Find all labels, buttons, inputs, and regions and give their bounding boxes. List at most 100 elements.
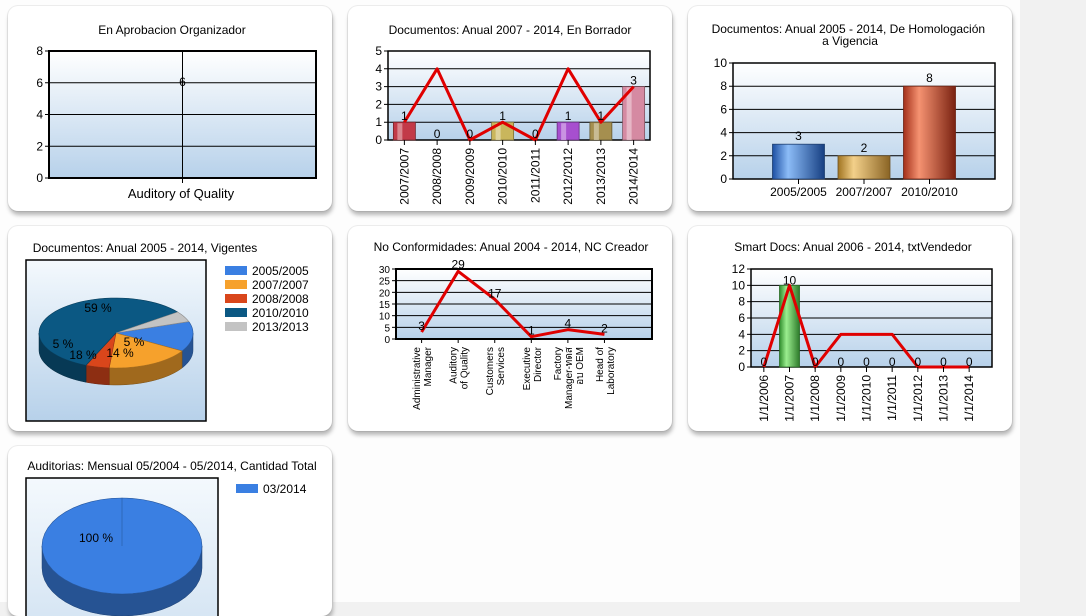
- chart-title: Documentos: Anual 2005 - 2014, Vigentes: [33, 241, 258, 255]
- data-label: 1: [528, 324, 535, 338]
- x-tick-label: AdministrativeManager: [412, 346, 434, 409]
- x-tick-label: 1/1/2008: [808, 375, 822, 422]
- bar: [392, 121, 416, 141]
- bar: [772, 143, 825, 180]
- data-label: 0: [966, 355, 973, 369]
- data-label: 6: [179, 75, 186, 89]
- bar: [837, 155, 891, 180]
- y-tick-label: 10: [714, 56, 728, 70]
- slice-label: 5 %: [53, 337, 74, 351]
- y-tick-label: 25: [379, 277, 391, 288]
- x-tick-label: 2014/2014: [627, 148, 641, 205]
- x-tick-label: 1/1/2013: [937, 375, 951, 422]
- chart-panel-vigentes: Documentos: Anual 2005 - 2014, Vigentes …: [8, 226, 332, 431]
- plot-area: [387, 50, 651, 141]
- pie-slice: [41, 497, 203, 595]
- x-tick-label: 1/1/2014: [962, 375, 976, 422]
- y-tick-label: 10: [379, 312, 391, 323]
- data-label: 0: [837, 355, 844, 369]
- chart-smart-docs: Smart Docs: Anual 2006 - 2014, txtVended…: [732, 240, 993, 422]
- data-label: 0: [914, 355, 921, 369]
- data-label: 1: [499, 109, 506, 123]
- series-line: [420, 269, 605, 339]
- x-tick-label: FactoryManager-ทดสอบ OEM: [553, 347, 586, 409]
- x-tick-label: 2010/2010: [496, 148, 510, 205]
- pie-slice-side: [85, 364, 110, 386]
- x-tick-label: CustomersServices: [485, 347, 507, 395]
- data-label: 2: [861, 141, 868, 155]
- pie-slice: [108, 332, 183, 369]
- y-tick-label: 5: [384, 323, 390, 334]
- chart-en-aprobacion: En Aprobacion Organizador 0 2 4 6 8 6 Audito…: [36, 23, 317, 201]
- chart-title: Smart Docs: Anual 2006 - 2014, txtVended…: [734, 240, 971, 254]
- x-tick-label: Head ofLaboratory: [595, 347, 617, 395]
- bar: [556, 121, 580, 141]
- bar-highlight: [495, 123, 501, 140]
- data-label: 2: [601, 321, 608, 335]
- chart-title: En Aprobacion Organizador: [98, 23, 245, 37]
- data-label: 8: [926, 71, 933, 85]
- chart-panel-no-conformidades: No Conformidades: Anual 2004 - 2014, NC …: [348, 226, 672, 431]
- data-label: 17: [488, 286, 502, 300]
- chart-en-borrador: Documentos: Anual 2007 - 2014, En Borrad…: [375, 23, 651, 205]
- y-tick-label: 5: [375, 44, 382, 58]
- y-tick-label: 15: [379, 300, 391, 311]
- slice-label: 100 %: [79, 531, 113, 545]
- legend-swatch: [225, 266, 247, 275]
- chart-panel-en-aprobacion: En Aprobacion Organizador 0 2 4 6 8 6 Audito…: [8, 6, 332, 211]
- y-tick-label: 12: [732, 262, 746, 276]
- y-tick-label: 0: [375, 133, 382, 147]
- legend-swatch: [225, 322, 247, 331]
- series-line: [762, 283, 970, 369]
- x-tick-label: 2008/2008: [430, 148, 444, 205]
- y-tick-label: 1: [375, 115, 382, 129]
- slice-label: 14 %: [106, 346, 134, 360]
- pie-slice: [115, 311, 190, 334]
- y-tick-label: 8: [738, 295, 745, 309]
- slice-label: 18 %: [69, 348, 97, 362]
- x-tick-label: 2007/2007: [836, 185, 893, 199]
- y-tick-label: 10: [732, 278, 746, 292]
- x-tick-label: 2007/2007: [397, 148, 411, 205]
- legend-swatch: [225, 294, 247, 303]
- bar-highlight: [561, 123, 567, 140]
- bar: [779, 284, 800, 368]
- y-tick-label: 0: [36, 171, 43, 185]
- y-tick-label: 6: [36, 76, 43, 90]
- data-label: 0: [863, 355, 870, 369]
- chart-title: No Conformidades: Anual 2004 - 2014, NC …: [374, 240, 649, 254]
- legend-label: 03/2014: [263, 482, 307, 496]
- data-label: 4: [565, 317, 572, 331]
- bar-highlight: [397, 123, 403, 140]
- x-tick-label: 1/1/2012: [911, 375, 925, 422]
- y-tick-label: 0: [384, 335, 390, 346]
- x-tick-label: 1/1/2011: [885, 375, 899, 421]
- y-tick-label: 20: [379, 288, 391, 299]
- series-line: [403, 67, 635, 142]
- chart-panel-homologacion: Documentos: Anual 2005 - 2014, De Homolo…: [688, 6, 1012, 211]
- y-tick-label: 8: [36, 44, 43, 58]
- y-tick-label: 2: [36, 139, 43, 153]
- pie-slice: [38, 297, 179, 366]
- data-label: 0: [812, 355, 819, 369]
- x-tick-label: 2005/2005: [770, 185, 827, 199]
- data-label: 1: [598, 109, 605, 123]
- y-tick-label: 2: [738, 344, 745, 358]
- x-tick-label: 2011/2011: [528, 148, 542, 203]
- data-label: 10: [783, 273, 797, 287]
- legend-label: 2008/2008: [252, 292, 309, 306]
- y-tick-label: 6: [738, 311, 745, 325]
- chart-no-conformidades: No Conformidades: Anual 2004 - 2014, NC …: [374, 240, 653, 410]
- bar-highlight: [593, 123, 599, 140]
- data-label: 1: [565, 109, 572, 123]
- data-label: 1: [401, 109, 408, 123]
- y-tick-label: 4: [36, 108, 43, 122]
- data-label: 29: [451, 257, 465, 271]
- data-label: 0: [940, 355, 947, 369]
- bar-highlight: [626, 87, 632, 140]
- data-label: 3: [630, 74, 637, 88]
- x-tick-label: Auditoryof Quality: [449, 347, 471, 389]
- chart-title: Documentos: Anual 2005 - 2014, De Homolo…: [712, 22, 989, 48]
- legend-label: 2005/2005: [252, 264, 309, 278]
- slice-label: 5 %: [124, 335, 145, 349]
